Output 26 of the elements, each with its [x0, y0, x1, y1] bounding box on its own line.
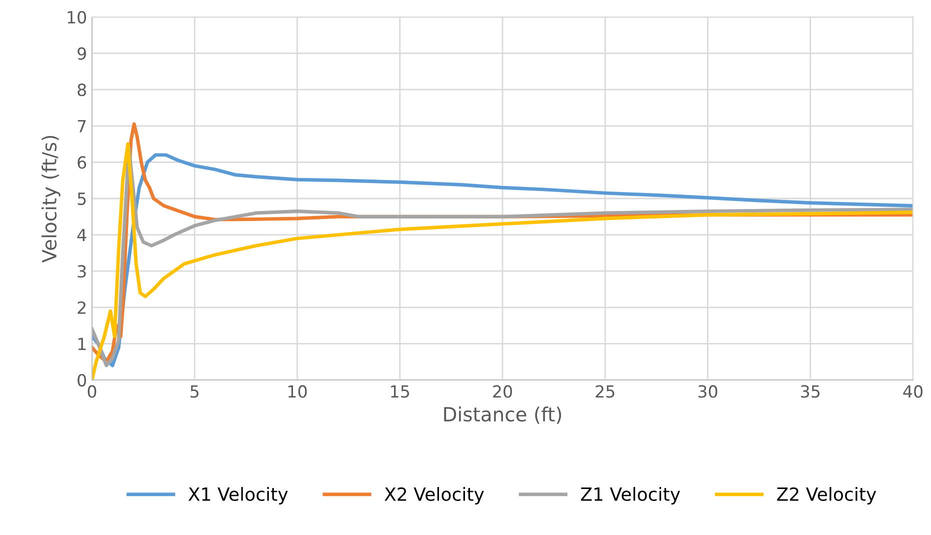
legend-label: X2 Velocity	[384, 487, 484, 504]
x-tick-label: 10	[288, 385, 307, 398]
x-tick-label: 5	[190, 385, 198, 398]
y-tick-label: 10	[68, 10, 86, 24]
y-tick-label: 8	[78, 84, 86, 96]
x-axis-title: Distance (ft)	[444, 406, 562, 424]
x-tick-label: 0	[88, 385, 96, 398]
x-tick-label: 20	[493, 385, 512, 398]
y-axis-title: Velocity (ft/s)	[42, 136, 60, 263]
y-tick-label: 2	[78, 301, 86, 314]
x-tick-label: 35	[801, 385, 820, 398]
y-tick-label: 1	[78, 338, 86, 350]
y-tick-label: 7	[78, 120, 86, 132]
legend-label: Z2 Velocity	[777, 487, 876, 504]
y-tick-label: 6	[78, 156, 86, 169]
x-tick-label: 15	[391, 385, 410, 398]
y-tick-label: 3	[78, 265, 86, 278]
legend-label: X1 Velocity	[188, 487, 288, 504]
y-tick-label: 4	[77, 228, 86, 242]
y-tick-label: 9	[78, 47, 86, 60]
x-tick-label: 40	[903, 385, 922, 398]
legend-label: Z1 Velocity	[580, 487, 680, 504]
x-tick-label: 30	[698, 385, 718, 398]
x-tick-label: 25	[596, 385, 614, 398]
y-tick-label: 5	[78, 192, 86, 206]
y-tick-label: 0	[78, 374, 86, 387]
